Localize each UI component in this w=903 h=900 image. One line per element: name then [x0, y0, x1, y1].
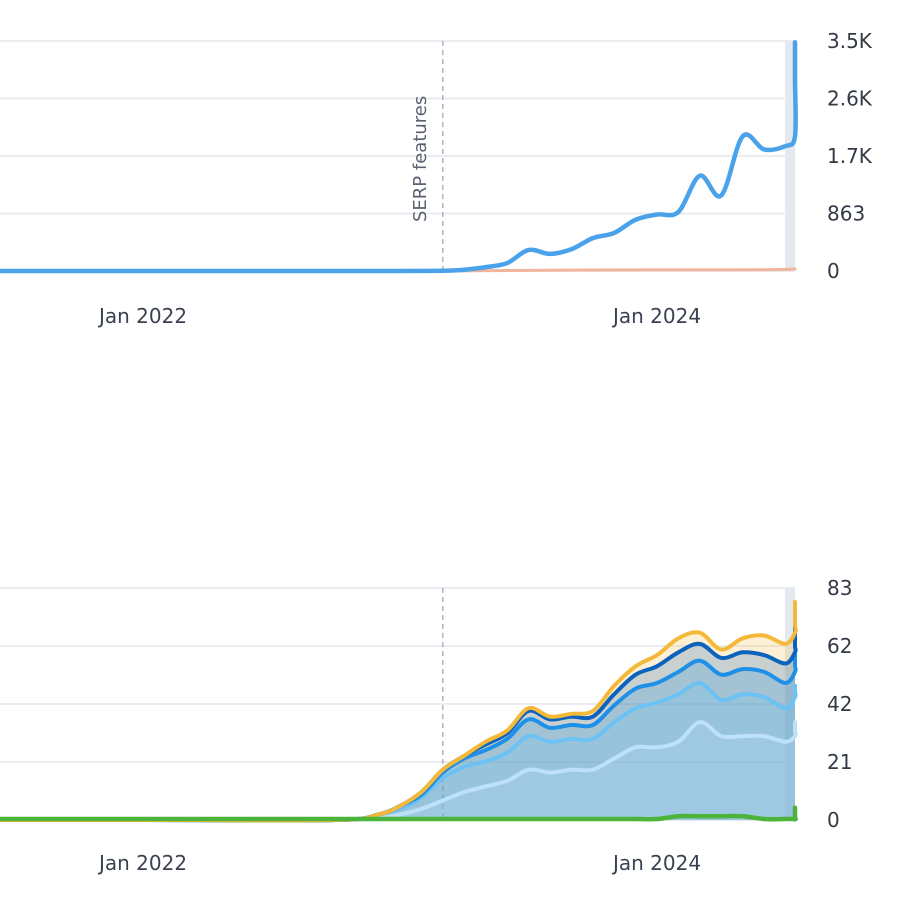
series-line — [441, 267, 797, 273]
x-tick-label: Jan 2022 — [97, 304, 187, 328]
area-band — [0, 722, 796, 821]
top-chart-series — [0, 40, 798, 274]
top-chart-end-marker — [785, 41, 795, 271]
x-tick-label: Jan 2024 — [611, 304, 701, 328]
area-band — [0, 654, 796, 821]
y-tick-label: 83 — [827, 576, 852, 600]
y-tick-label: 0 — [827, 259, 840, 283]
area-band — [0, 682, 796, 821]
area-line — [0, 720, 798, 823]
y-tick-label: 42 — [827, 692, 852, 716]
top-chart-x-axis: Jan 2022 Jan 2024 — [97, 304, 701, 328]
y-tick-label: 0 — [827, 808, 840, 832]
area-band — [0, 627, 796, 821]
x-tick-label: Jan 2022 — [97, 851, 187, 875]
area-band — [0, 602, 796, 821]
bottom-chart-lines — [0, 600, 798, 823]
y-tick-label: 62 — [827, 634, 852, 658]
y-tick-label: 21 — [827, 750, 852, 774]
y-tick-label: 2.6K — [827, 87, 873, 111]
positions-distribution-chart: 0 21 42 62 83 Jan 2022 Jan 2024 — [0, 576, 852, 875]
x-tick-label: Jan 2024 — [611, 851, 701, 875]
y-tick-label: 3.5K — [827, 29, 873, 53]
y-tick-label: 1.7K — [827, 144, 873, 168]
y-tick-label: 863 — [827, 202, 865, 226]
serp-features-annotation: SERP features — [410, 96, 431, 222]
baseline-line — [0, 805, 798, 822]
bottom-chart-x-axis: Jan 2022 Jan 2024 — [97, 851, 701, 875]
top-chart-y-axis: 0 863 1.7K 2.6K 3.5K — [827, 29, 873, 283]
bottom-chart-areas — [0, 602, 796, 821]
bottom-chart-y-axis: 0 21 42 62 83 — [827, 576, 852, 832]
top-chart-gridlines — [0, 40, 795, 272]
area-line — [0, 600, 798, 823]
series-line — [0, 40, 798, 274]
